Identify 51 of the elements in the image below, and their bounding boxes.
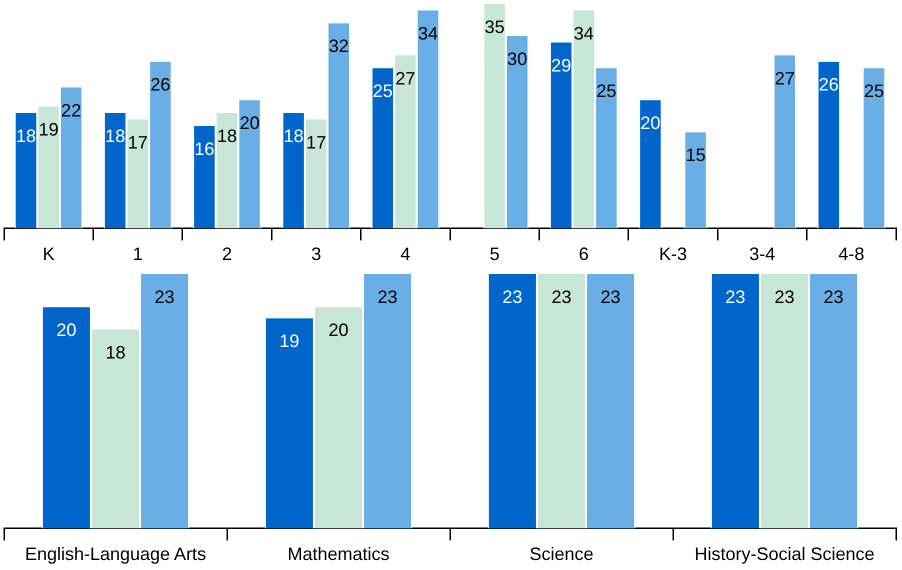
data-label: 26 [818,74,839,95]
x-tick-label: 5 [490,244,500,264]
x-tick-label: Science [529,544,594,564]
data-label: 25 [596,81,616,102]
data-label: 32 [328,36,349,56]
data-label: 23 [774,286,795,307]
data-label: 30 [507,49,528,70]
x-tick-label: K [42,244,55,264]
data-label: 23 [551,286,572,307]
data-label: 19 [38,120,59,140]
data-label: 35 [484,16,505,37]
data-label: 18 [105,126,126,146]
data-label: 18 [284,126,304,146]
x-tick-label: Mathematics [287,544,390,564]
data-label: 17 [306,132,326,152]
data-label: 26 [150,74,170,95]
x-tick-label: 2 [222,244,232,264]
data-label: 18 [105,342,126,362]
data-label: 23 [600,286,621,307]
data-label: 34 [574,23,594,44]
x-tick-label: English-Language Arts [24,544,206,564]
data-label: 23 [725,286,746,307]
data-label: 20 [640,113,660,134]
data-label: 20 [328,320,349,340]
data-label: 27 [395,68,416,88]
x-tick-label: 4-8 [838,244,864,264]
data-label: 16 [194,138,214,159]
data-label: 23 [378,286,398,307]
x-tick-label: K-3 [658,244,688,264]
x-tick-label: 1 [132,244,143,264]
data-label: 23 [824,286,844,307]
data-label: 23 [502,286,522,307]
data-label: 19 [279,331,300,352]
x-tick-label: 3 [311,244,322,264]
data-label: 20 [240,113,260,134]
x-tick-label: History-Social Science [694,544,875,564]
data-label: 20 [56,320,76,340]
data-label: 25 [372,81,393,102]
x-tick-label: 6 [578,244,589,264]
data-label: 17 [128,132,148,152]
data-label: 18 [16,126,36,146]
data-label: 29 [551,55,572,76]
data-label: 25 [864,81,884,102]
data-label: 27 [774,68,795,88]
data-label: 23 [154,286,175,307]
data-label: 15 [686,145,706,166]
data-label: 22 [61,100,82,120]
data-label: 34 [418,23,438,44]
x-tick-label: 4 [400,244,410,264]
x-tick-label: 3-4 [749,244,776,264]
data-label: 18 [216,126,238,146]
